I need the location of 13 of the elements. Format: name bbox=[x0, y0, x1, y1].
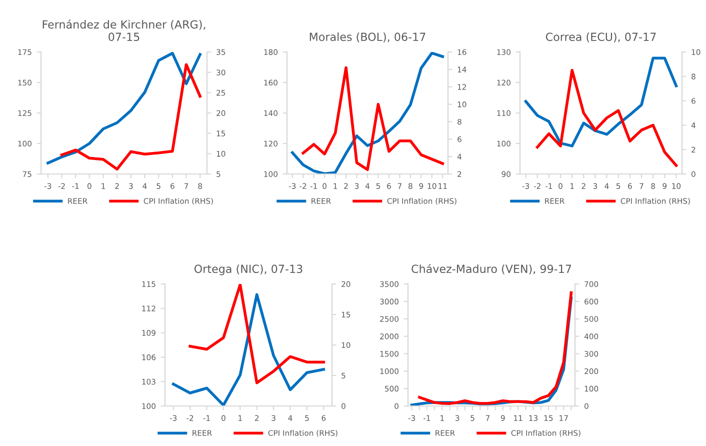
chart-title: Fernández de Kirchner (ARG), 07-15 bbox=[42, 20, 206, 42]
line-series bbox=[172, 293, 326, 406]
line-series bbox=[60, 63, 202, 171]
line-series bbox=[302, 66, 444, 172]
line-series bbox=[524, 56, 678, 148]
line-series bbox=[46, 52, 202, 164]
chart-title: Correa (ECU), 07-17 bbox=[546, 32, 656, 42]
chart-title: Chávez-Maduro (VEN), 99-17 bbox=[412, 264, 572, 274]
line-series bbox=[188, 284, 326, 384]
line-series bbox=[536, 68, 678, 167]
chart-title: Morales (BOL), 06-17 bbox=[310, 32, 426, 42]
line-series bbox=[290, 52, 444, 174]
chart-title: Ortega (NIC), 07-13 bbox=[194, 264, 302, 276]
